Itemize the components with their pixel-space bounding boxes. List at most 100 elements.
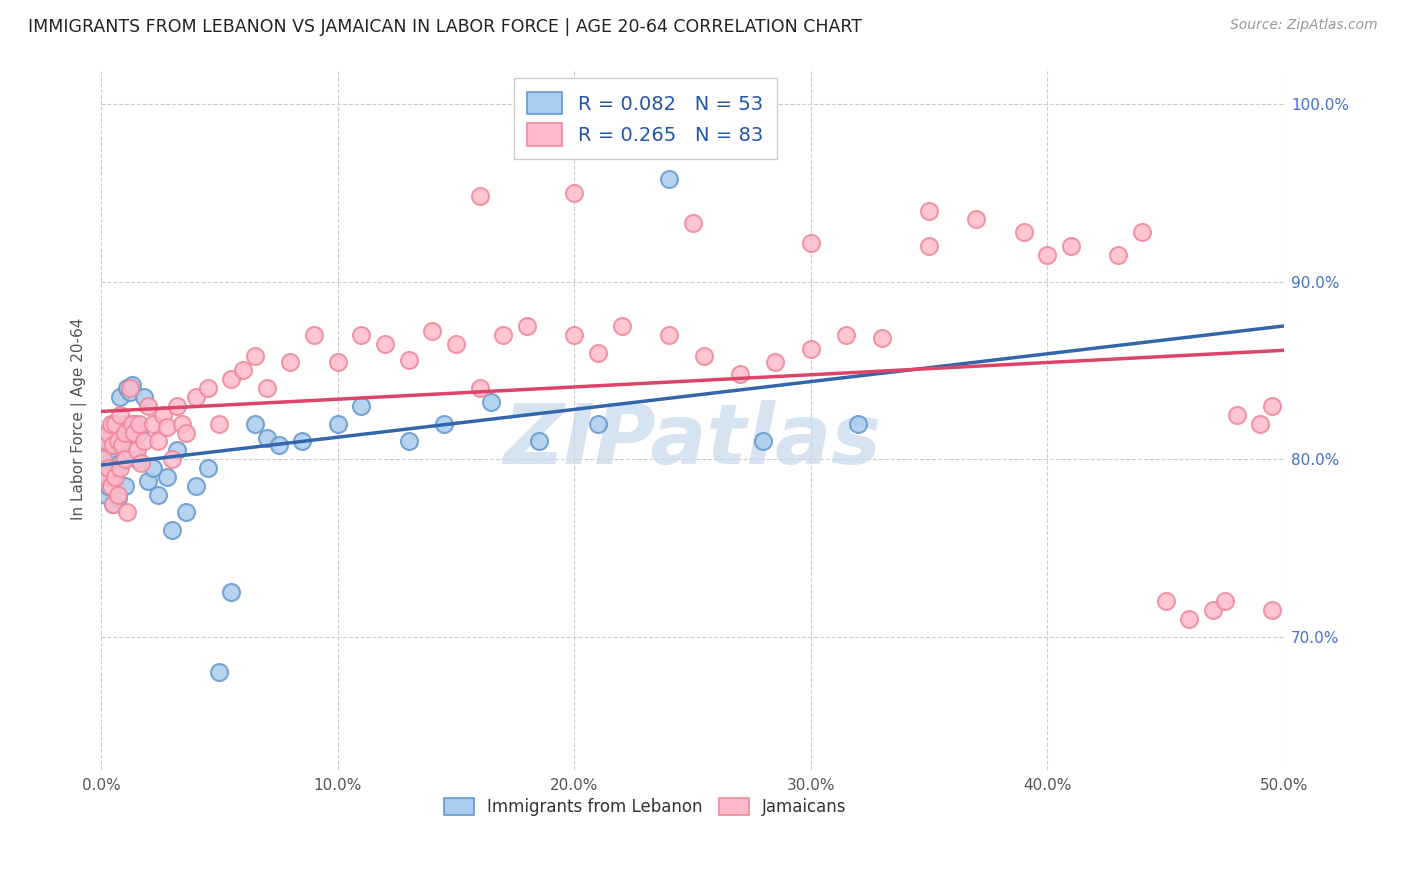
Point [1249, 417, 1271, 431]
Point [398, 434, 420, 449]
Point [280, 354, 302, 368]
Point [101, 417, 124, 431]
Point [100, 479, 122, 493]
Point [160, 452, 183, 467]
Point [562, 327, 585, 342]
Point [219, 585, 242, 599]
Point [132, 434, 155, 449]
Point [468, 189, 491, 203]
Point [122, 425, 145, 440]
Point [197, 381, 219, 395]
Text: Source: ZipAtlas.com: Source: ZipAtlas.com [1230, 18, 1378, 32]
Point [918, 239, 941, 253]
Point [586, 417, 609, 431]
Point [291, 434, 314, 449]
Point [267, 438, 290, 452]
Point [100, 417, 122, 431]
Point [763, 354, 786, 368]
Point [107, 434, 129, 449]
Point [101, 438, 124, 452]
Point [433, 417, 456, 431]
Point [121, 417, 143, 431]
Point [208, 665, 231, 680]
Point [108, 390, 131, 404]
Point [121, 377, 143, 392]
Point [420, 324, 443, 338]
Point [104, 425, 127, 440]
Point [835, 327, 858, 342]
Point [107, 488, 129, 502]
Point [107, 434, 129, 449]
Point [97, 479, 120, 493]
Point [1107, 248, 1129, 262]
Point [682, 216, 704, 230]
Point [326, 354, 349, 368]
Point [156, 420, 179, 434]
Point [586, 345, 609, 359]
Point [256, 381, 278, 395]
Legend: Immigrants from Lebanon, Jamaicans: Immigrants from Lebanon, Jamaicans [436, 790, 855, 825]
Point [108, 456, 131, 470]
Text: IMMIGRANTS FROM LEBANON VS JAMAICAN IN LABOR FORCE | AGE 20-64 CORRELATION CHART: IMMIGRANTS FROM LEBANON VS JAMAICAN IN L… [28, 18, 862, 36]
Point [1154, 594, 1177, 608]
Point [104, 452, 127, 467]
Point [1012, 225, 1035, 239]
Point [100, 461, 122, 475]
Point [166, 399, 188, 413]
Point [243, 417, 266, 431]
Point [104, 417, 127, 431]
Point [197, 461, 219, 475]
Point [1036, 248, 1059, 262]
Point [118, 381, 141, 395]
Point [107, 491, 129, 506]
Point [918, 203, 941, 218]
Point [243, 349, 266, 363]
Point [965, 212, 987, 227]
Point [166, 443, 188, 458]
Point [152, 408, 174, 422]
Point [374, 336, 396, 351]
Point [350, 399, 373, 413]
Point [658, 327, 681, 342]
Point [142, 461, 165, 475]
Point [1178, 612, 1201, 626]
Point [516, 318, 538, 333]
Point [125, 443, 148, 458]
Point [93, 452, 115, 467]
Point [1130, 225, 1153, 239]
Point [1213, 594, 1236, 608]
Point [156, 470, 179, 484]
Point [800, 342, 823, 356]
Point [146, 434, 169, 449]
Point [111, 438, 134, 452]
Point [128, 417, 150, 431]
Point [138, 474, 160, 488]
Point [114, 417, 136, 431]
Point [108, 408, 131, 422]
Point [93, 452, 115, 467]
Point [527, 434, 550, 449]
Point [846, 417, 869, 431]
Point [170, 417, 193, 431]
Point [658, 171, 681, 186]
Point [481, 395, 503, 409]
Point [870, 331, 893, 345]
Point [146, 488, 169, 502]
Point [122, 417, 145, 431]
Point [492, 327, 515, 342]
Point [398, 352, 420, 367]
Point [104, 470, 127, 484]
Point [208, 417, 231, 431]
Point [350, 327, 373, 342]
Point [111, 434, 134, 449]
Point [138, 399, 160, 413]
Point [256, 431, 278, 445]
Point [562, 186, 585, 200]
Point [1060, 239, 1083, 253]
Point [184, 479, 207, 493]
Point [128, 425, 150, 440]
Point [800, 235, 823, 250]
Text: ZIPatlas: ZIPatlas [503, 400, 882, 481]
Point [1261, 603, 1284, 617]
Point [108, 461, 131, 475]
